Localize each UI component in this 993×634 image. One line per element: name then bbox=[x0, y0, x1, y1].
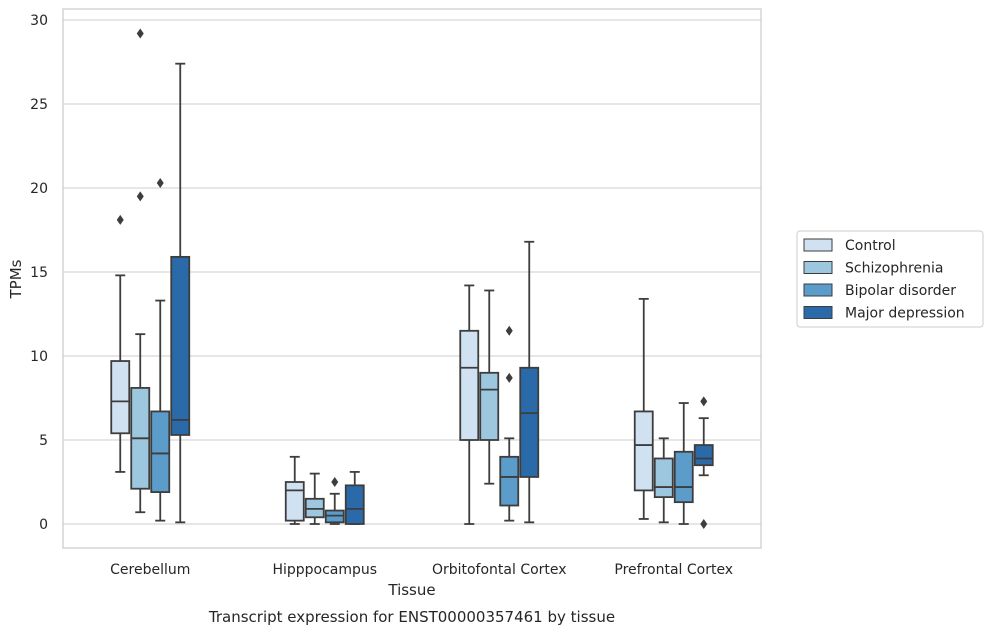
box-body bbox=[479, 371, 500, 441]
legend-label: Control bbox=[845, 238, 896, 254]
box-body bbox=[693, 444, 714, 467]
box-1-2 bbox=[324, 477, 345, 525]
outlier-point bbox=[136, 28, 144, 39]
box-body bbox=[653, 457, 674, 499]
x-tick-label: Orbitofontal Cortex bbox=[432, 562, 567, 578]
legend-swatch bbox=[803, 238, 833, 252]
box-1-1 bbox=[304, 472, 325, 525]
outlier-point bbox=[505, 372, 513, 383]
y-tick-label: 25 bbox=[30, 97, 48, 113]
legend-frame bbox=[796, 230, 984, 328]
box-3-3 bbox=[693, 396, 714, 529]
y-axis-label: TPMs bbox=[7, 259, 25, 299]
legend-label: Bipolar disorder bbox=[845, 283, 956, 299]
x-tick-label: Cerebellum bbox=[110, 562, 190, 578]
y-tick-label: 5 bbox=[39, 433, 48, 449]
box-body bbox=[284, 481, 305, 522]
x-tick-label: Prefrontal Cortex bbox=[614, 562, 733, 578]
outlier-point bbox=[136, 191, 144, 202]
box-body bbox=[519, 366, 540, 478]
chart-caption: Transcript expression for ENST0000035746… bbox=[208, 608, 615, 626]
y-tick-label: 10 bbox=[30, 349, 48, 365]
box-1-0 bbox=[284, 455, 305, 525]
outlier-point bbox=[505, 325, 513, 336]
box-3-2 bbox=[673, 402, 694, 525]
outlier-point bbox=[700, 396, 708, 407]
box-0-0 bbox=[110, 214, 131, 473]
box-3-0 bbox=[633, 297, 654, 520]
y-tick-label: 30 bbox=[30, 13, 48, 29]
legend-swatch bbox=[803, 283, 833, 297]
legend-label: Schizophrenia bbox=[845, 261, 943, 277]
legend-swatch bbox=[803, 261, 833, 274]
x-axis-label: Tissue bbox=[387, 581, 435, 599]
outlier-point bbox=[116, 214, 124, 225]
y-tick-label: 0 bbox=[39, 517, 48, 533]
box-body bbox=[499, 455, 520, 507]
box-body bbox=[150, 410, 171, 493]
box-2-3 bbox=[519, 240, 540, 524]
box-groups bbox=[110, 28, 714, 529]
box-body bbox=[633, 410, 654, 492]
y-tick-label: 15 bbox=[30, 265, 48, 281]
box-0-2 bbox=[150, 177, 171, 522]
box-0-3 bbox=[170, 62, 191, 524]
y-tick-labels: 0 5 10 15 20 25 30 bbox=[30, 13, 48, 533]
legend-swatch bbox=[803, 306, 833, 319]
box-body bbox=[110, 360, 131, 435]
box-body bbox=[170, 255, 191, 436]
outlier-point bbox=[700, 519, 708, 529]
box-2-2 bbox=[499, 325, 520, 522]
box-2-1 bbox=[479, 289, 500, 485]
box-0-1 bbox=[130, 28, 151, 514]
outlier-point bbox=[331, 477, 339, 487]
box-2-0 bbox=[459, 284, 480, 525]
x-tick-labels: Cerebellum Hipppocampus Orbitofontal Corte… bbox=[110, 562, 733, 578]
box-1-3 bbox=[344, 471, 365, 525]
plot-frame bbox=[62, 8, 762, 549]
x-tick-label: Hipppocampus bbox=[272, 562, 377, 578]
outlier-point bbox=[156, 177, 164, 188]
box-3-1 bbox=[653, 437, 674, 524]
y-tick-label: 20 bbox=[30, 181, 48, 197]
legend: Control Schizophrenia Bipolar disorder Majo… bbox=[796, 230, 984, 328]
box-body bbox=[459, 329, 480, 441]
legend-label: Major depression bbox=[845, 306, 965, 322]
box-body bbox=[344, 484, 365, 525]
box-body bbox=[673, 450, 694, 504]
